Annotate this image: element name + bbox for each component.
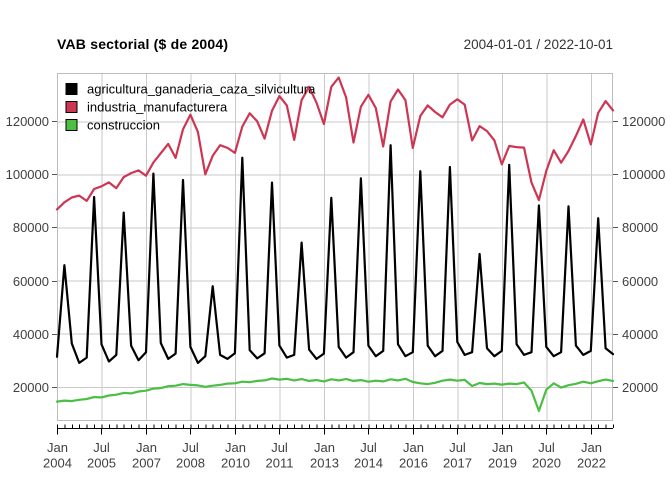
- x-axis-label-month: Jan: [47, 440, 68, 455]
- legend-label: construccion: [87, 118, 160, 133]
- x-axis-label-year: 2014: [354, 456, 383, 471]
- y-axis-label-left: 60000: [13, 274, 49, 289]
- x-axis-label-year: 2005: [87, 456, 116, 471]
- x-axis-label-month: Jan: [136, 440, 157, 455]
- x-axis-label-month: Jul: [449, 440, 466, 455]
- y-axis-label-right: 80000: [622, 220, 658, 235]
- x-axis-label-month: Jan: [225, 440, 246, 455]
- x-axis-label-month: Jan: [314, 440, 335, 455]
- legend-label: industria_manufacturera: [87, 100, 228, 115]
- x-axis-label-month: Jul: [538, 440, 555, 455]
- y-axis-label-right: 120000: [622, 114, 665, 129]
- x-axis-label-month: Jan: [581, 440, 602, 455]
- x-axis-label-month: Jul: [360, 440, 377, 455]
- x-axis-label-month: Jul: [271, 440, 288, 455]
- x-axis-label-month: Jul: [182, 440, 199, 455]
- series-construccion: [55, 377, 615, 412]
- x-axis-label-year: 2020: [532, 456, 561, 471]
- chart-title: VAB sectorial ($ de 2004): [57, 36, 229, 52]
- x-axis-label-year: 2004: [43, 456, 72, 471]
- series-industria: [55, 76, 615, 211]
- date-range-label: 2004-01-01 / 2022-10-01: [463, 37, 613, 52]
- x-axis-label-month: Jan: [403, 440, 424, 455]
- x-axis-label-year: 2013: [310, 456, 339, 471]
- legend-swatch: [65, 83, 78, 95]
- legend-label: agricultura_ganaderia_caza_silvicultura: [87, 82, 316, 97]
- y-axis-label-left: 20000: [13, 380, 49, 395]
- x-axis-label-year: 2016: [399, 456, 428, 471]
- legend-swatch: [65, 101, 78, 113]
- x-axis-label-year: 2010: [221, 456, 250, 471]
- x-axis-label-year: 2007: [132, 456, 161, 471]
- x-axis-label-year: 2022: [577, 456, 606, 471]
- series-agricultura: [55, 144, 615, 364]
- y-axis-label-right: 100000: [622, 167, 665, 182]
- x-axis-label-year: 2011: [266, 456, 294, 471]
- x-axis-label-year: 2008: [176, 456, 205, 471]
- x-axis-label-month: Jan: [492, 440, 513, 455]
- x-axis-label-year: 2017: [443, 456, 472, 471]
- y-axis-label-left: 80000: [13, 220, 49, 235]
- y-axis-label-left: 100000: [6, 167, 49, 182]
- x-axis-label-year: 2019: [488, 456, 517, 471]
- y-axis-label-right: 40000: [622, 327, 658, 342]
- x-axis-label-month: Jul: [93, 440, 110, 455]
- legend-swatch: [65, 119, 78, 131]
- y-axis-label-left: 40000: [13, 327, 49, 342]
- y-axis-label-left: 120000: [6, 114, 49, 129]
- plot-box: [57, 73, 613, 421]
- y-axis-label-right: 60000: [622, 274, 658, 289]
- y-axis-label-right: 20000: [622, 380, 658, 395]
